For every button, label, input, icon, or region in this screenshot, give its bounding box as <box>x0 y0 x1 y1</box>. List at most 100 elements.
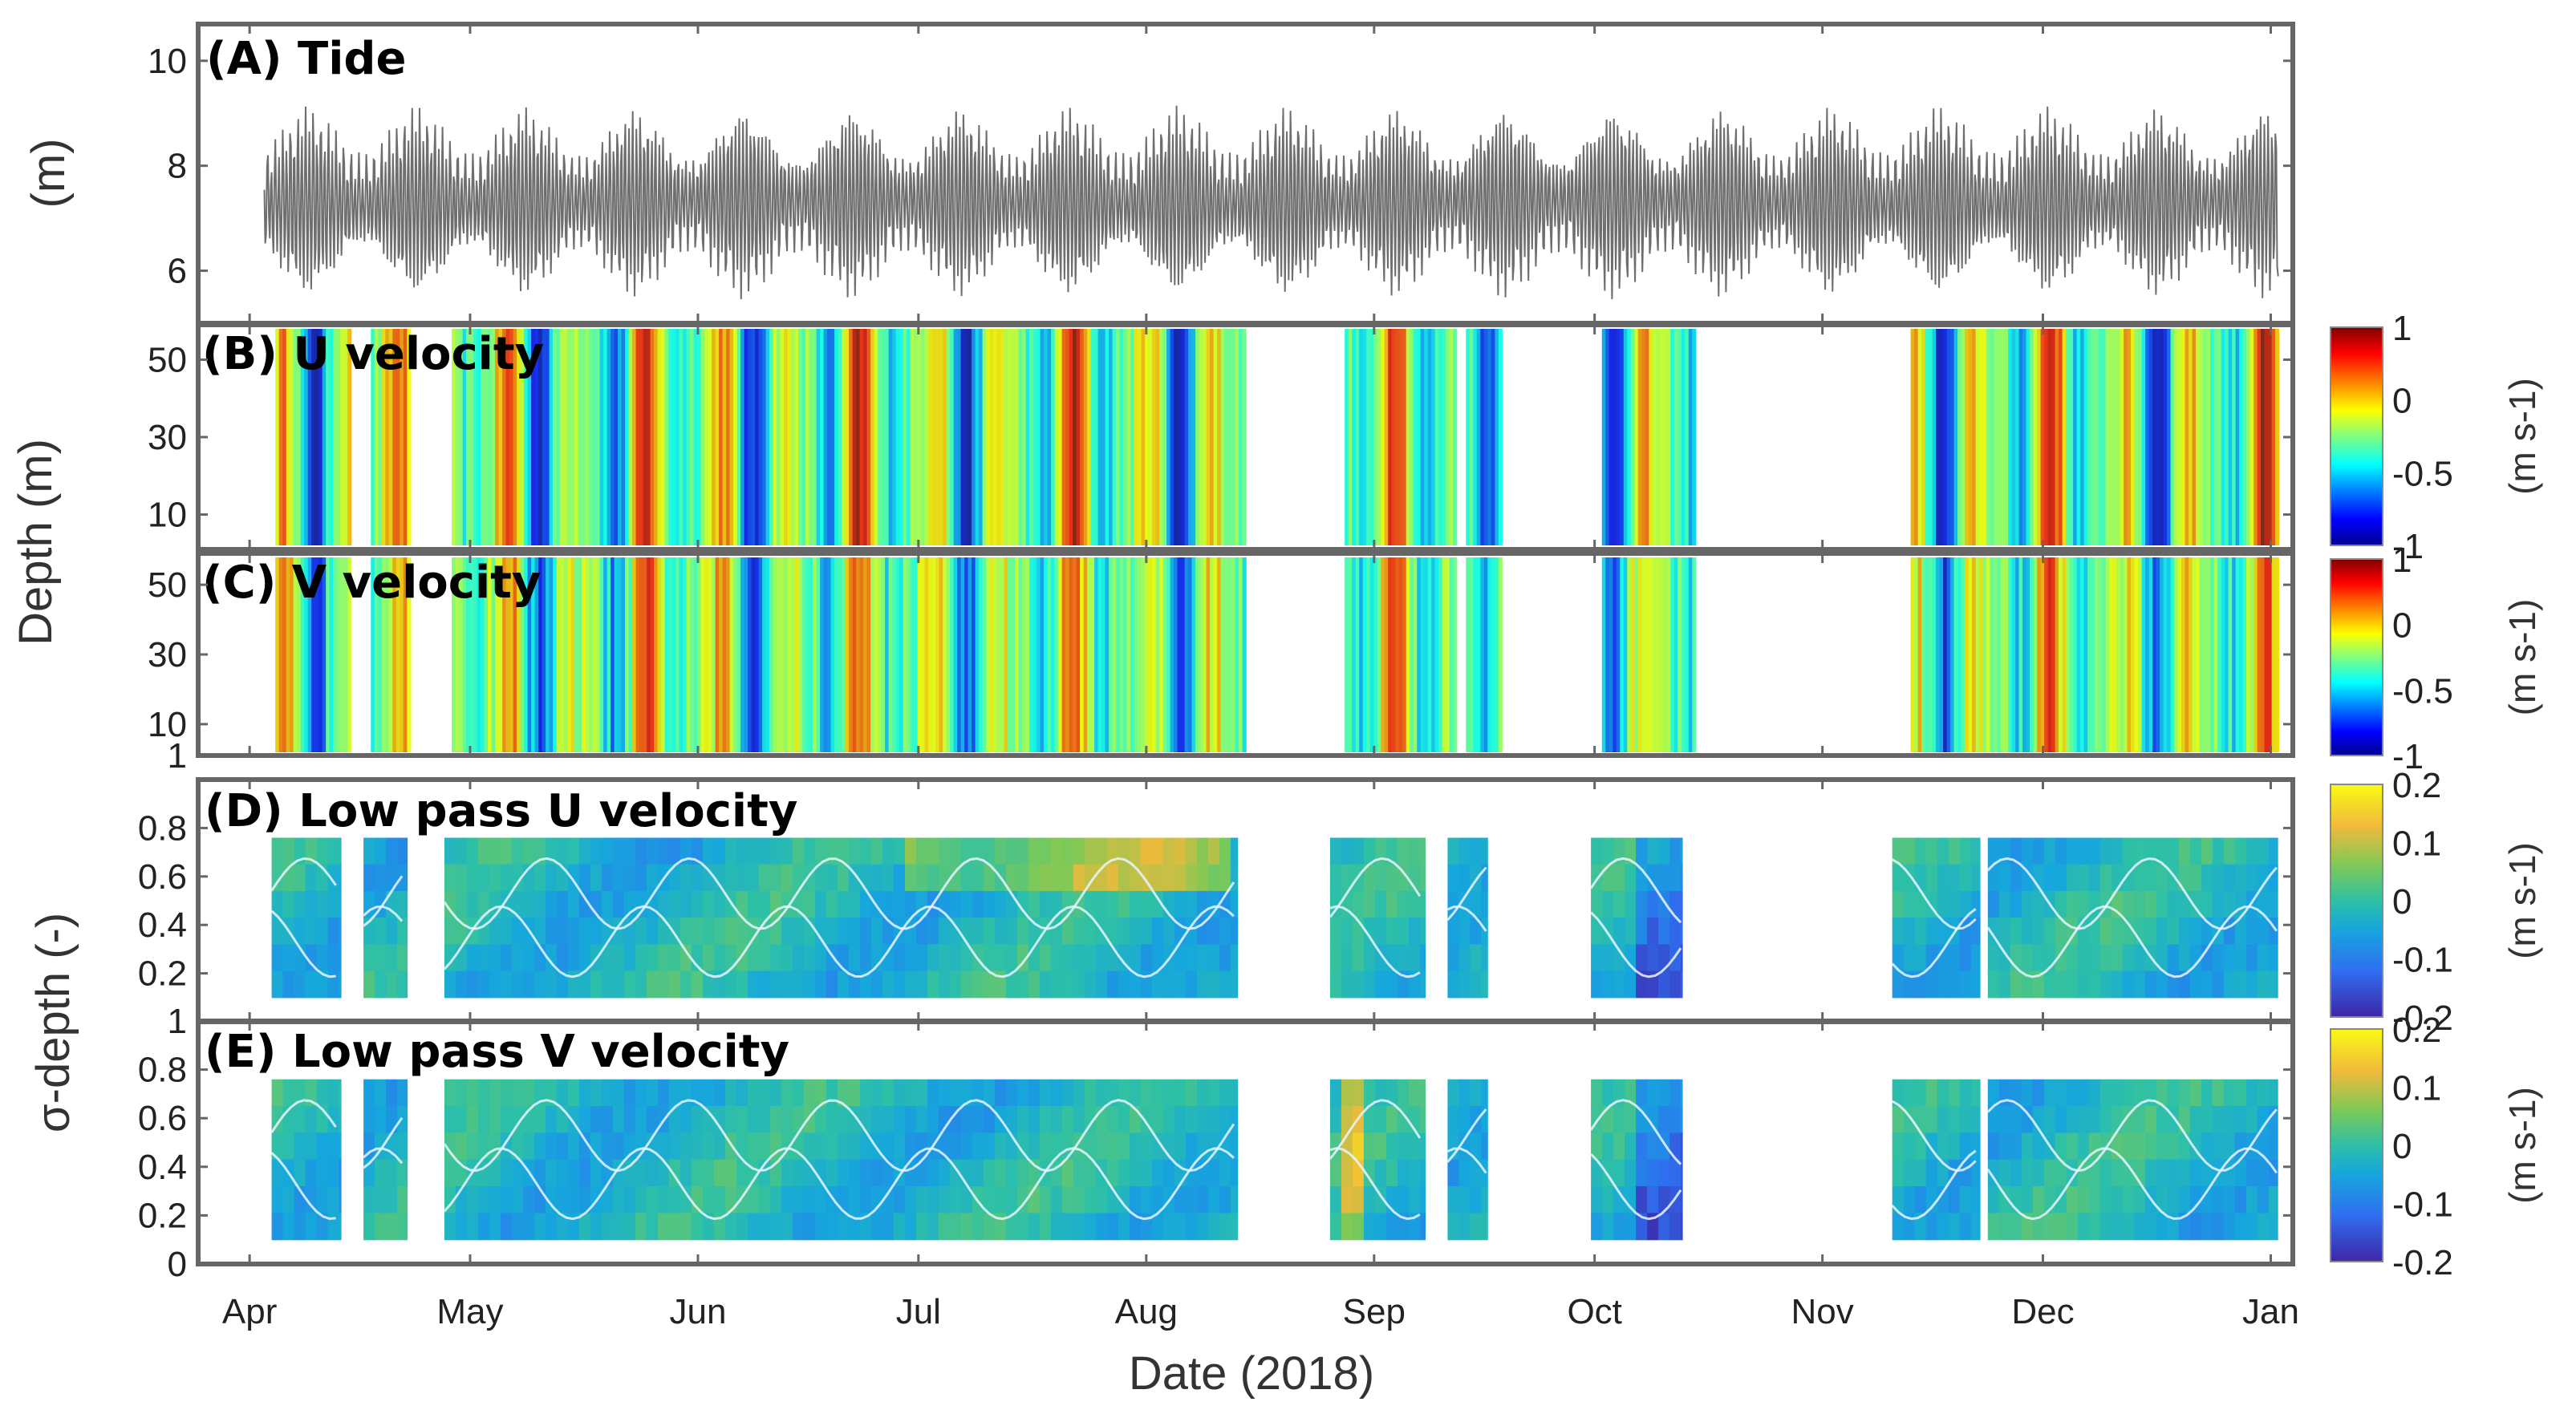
lowpass-cell <box>1385 890 1398 918</box>
lowpass-cell <box>702 944 715 972</box>
lowpass-cell <box>2032 918 2045 945</box>
velocity-cell <box>2246 329 2251 545</box>
velocity-cell <box>381 557 386 752</box>
lowpass-cell <box>556 1079 569 1107</box>
lowpass-cell <box>882 1106 895 1133</box>
lowpass-cell <box>826 1079 838 1107</box>
lowpass-cell <box>1374 1213 1387 1241</box>
velocity-cell <box>1217 329 1222 545</box>
velocity-cell <box>1982 329 1987 545</box>
lowpass-cell <box>2021 918 2034 945</box>
velocity-cell <box>1094 329 1099 545</box>
velocity-cell <box>1152 329 1157 545</box>
lowpass-cell <box>1207 1213 1220 1241</box>
velocity-cell <box>1090 557 1095 752</box>
lowpass-cell <box>1095 970 1108 999</box>
lowpass-cell <box>1207 944 1220 972</box>
velocity-cell <box>863 557 868 752</box>
lowpass-cell <box>1625 918 1637 945</box>
lowpass-cell <box>826 1159 838 1187</box>
lowpass-cell <box>316 944 329 972</box>
lowpass-cell <box>2021 1079 2034 1107</box>
velocity-cell <box>1605 329 1610 545</box>
velocity-cell <box>1975 557 1980 752</box>
velocity-cell <box>1961 329 1965 545</box>
velocity-cell <box>1224 557 1229 752</box>
lowpass-cell <box>339 1079 342 1107</box>
lowpass-cell <box>1219 1079 1231 1107</box>
lowpass-cell <box>837 1079 850 1107</box>
velocity-cell <box>1362 329 1367 545</box>
lowpass-cell <box>522 970 535 999</box>
panel-u-velocity: (B) U velocity <box>196 322 2295 552</box>
velocity-cell <box>1410 557 1414 752</box>
lowpass-cell <box>1050 944 1063 972</box>
velocity-cell <box>2059 329 2063 545</box>
lowpass-cell <box>1061 970 1074 999</box>
lowpass-cell <box>612 944 625 972</box>
velocity-cell <box>1130 557 1135 752</box>
lowpass-cell <box>814 890 827 918</box>
velocity-cell <box>1359 557 1364 752</box>
lowpass-cell <box>1005 1106 1018 1133</box>
lowpass-cell <box>1219 970 1231 999</box>
lowpass-cell <box>904 944 917 972</box>
lowpass-cell <box>397 837 408 865</box>
lowpass-cell <box>915 1079 928 1107</box>
lowpass-cell <box>2201 864 2213 892</box>
lowpass-cell <box>814 1079 827 1107</box>
lowpass-cell <box>282 1079 295 1107</box>
velocity-cell <box>2083 557 2088 752</box>
lowpass-cell <box>736 864 748 892</box>
lowpass-cell <box>339 890 342 918</box>
lowpass-cell <box>2055 1106 2067 1133</box>
velocity-cell <box>509 329 514 545</box>
velocity-cell <box>809 329 813 545</box>
lowpass-cell <box>736 1079 748 1107</box>
lowpass-cell <box>960 1159 973 1187</box>
velocity-cell <box>2091 329 2095 545</box>
velocity-cell <box>657 329 662 545</box>
lowpass-cell <box>702 1213 715 1241</box>
velocity-cell <box>1159 329 1164 545</box>
velocity-cell <box>1953 329 1958 545</box>
lowpass-cell <box>848 1079 861 1107</box>
lowpass-cell <box>702 1106 715 1133</box>
lowpass-cell <box>1613 970 1625 999</box>
lowpass-cell <box>1039 890 1052 918</box>
velocity-cell <box>1362 557 1367 752</box>
lowpass-cell <box>2099 1213 2112 1241</box>
y-tick-label: 0.8 <box>138 1051 187 1090</box>
velocity-cell <box>1373 329 1378 545</box>
lowpass-cell <box>612 1159 625 1187</box>
lowpass-cell <box>1613 890 1625 918</box>
sigma-depth-ylabel: σ-depth (-) <box>27 913 79 1132</box>
lowpass-cell <box>2245 864 2258 892</box>
lowpass-cell <box>1073 1159 1085 1187</box>
lowpass-cell <box>2010 970 2022 999</box>
lowpass-cell <box>1636 918 1648 945</box>
velocity-cell <box>1069 557 1073 752</box>
velocity-cell <box>2228 329 2233 545</box>
velocity-cell <box>307 557 312 752</box>
lowpass-cell <box>1363 1079 1376 1107</box>
lowpass-cell <box>2223 944 2236 972</box>
lowpass-cell <box>1892 1213 1905 1241</box>
velocity-cell <box>1065 329 1070 545</box>
velocity-cell <box>484 329 489 545</box>
lowpass-cell <box>972 1213 984 1241</box>
lowpass-cell <box>500 864 513 892</box>
lowpass-cell <box>1970 1213 1981 1241</box>
lowpass-cell <box>1084 1106 1097 1133</box>
velocity-cell <box>495 557 500 752</box>
lowpass-cell <box>327 1159 340 1187</box>
lowpass-cell <box>1591 890 1603 918</box>
lowpass-cell <box>1658 864 1670 892</box>
velocity-cell <box>1029 557 1034 752</box>
velocity-cell <box>643 557 647 752</box>
lowpass-cell <box>1669 1213 1681 1241</box>
velocity-cell <box>921 557 926 752</box>
lowpass-cell <box>679 1186 692 1213</box>
velocity-cell <box>972 557 976 752</box>
lowpass-cell <box>623 944 636 972</box>
